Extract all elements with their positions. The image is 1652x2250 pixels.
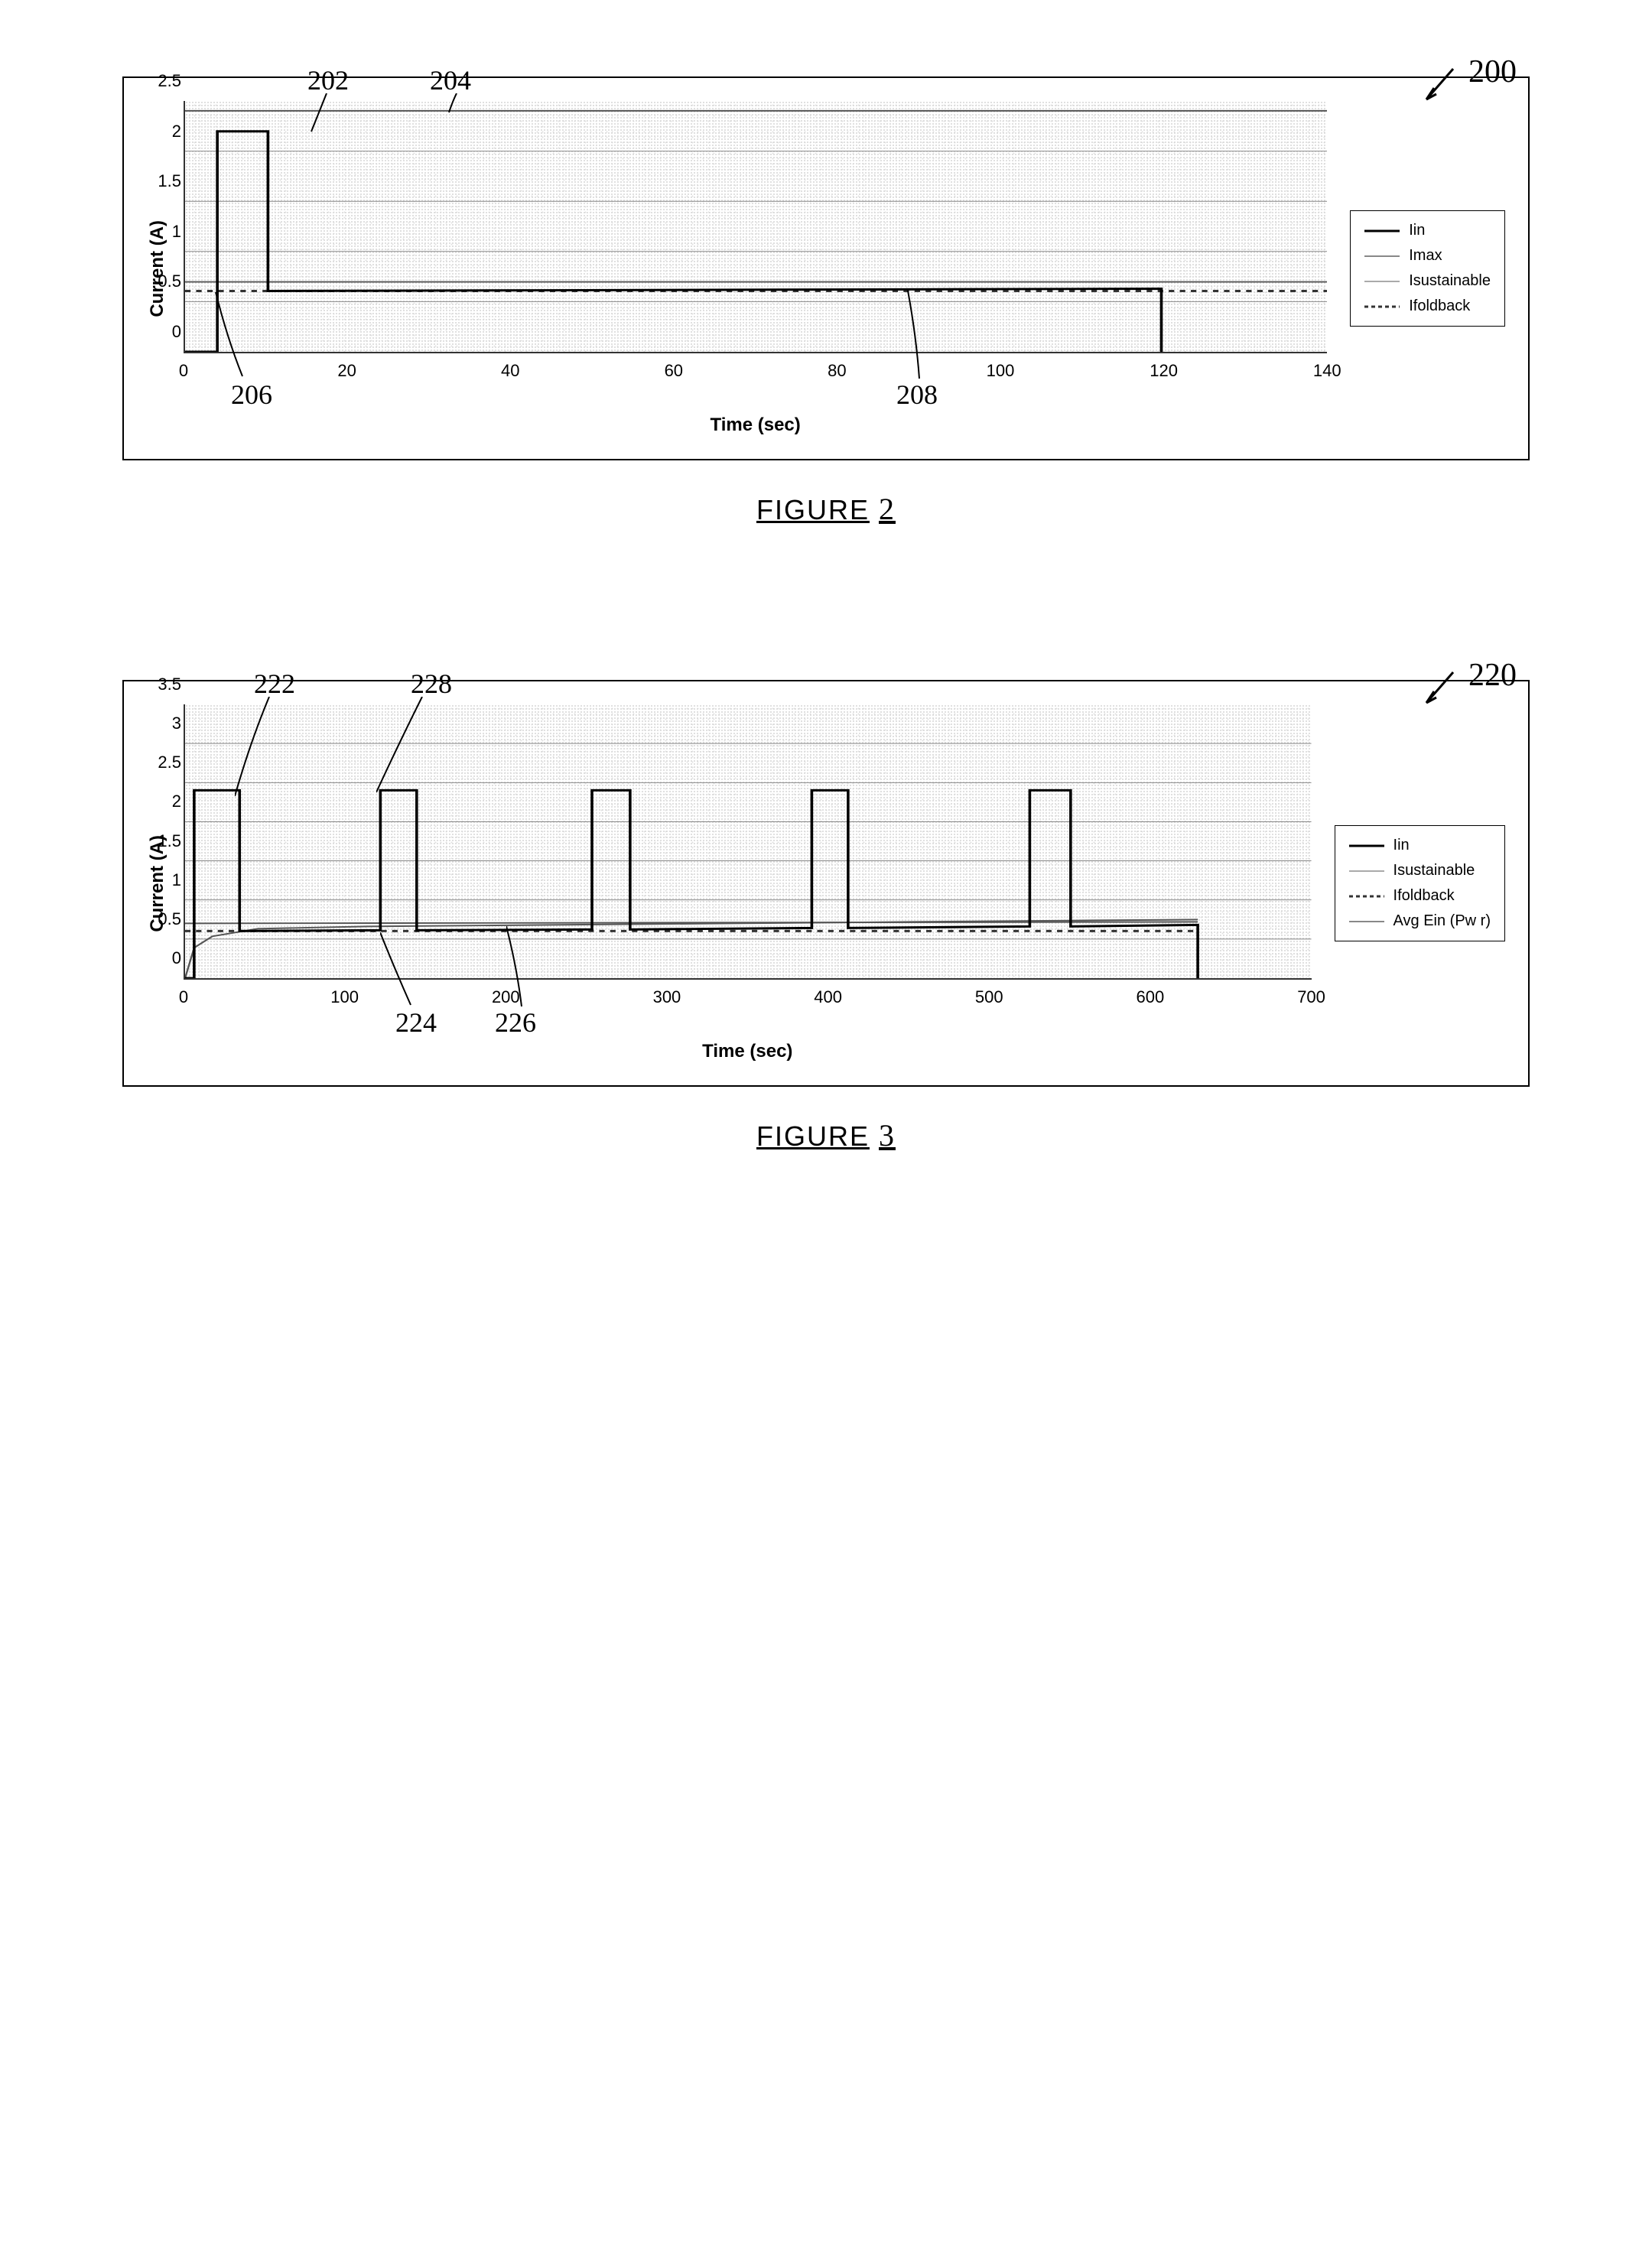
plot-area-fig2: 00.511.522.5 xyxy=(184,101,1327,353)
legend-label: Isustainable xyxy=(1393,862,1475,880)
callout-226: 226 xyxy=(495,1006,536,1039)
legend-label: Iin xyxy=(1393,837,1410,854)
legend-label: Iin xyxy=(1409,222,1425,239)
legend-label: Imax xyxy=(1409,247,1442,265)
legend-label: Avg Ein (Pw r) xyxy=(1393,912,1491,930)
legend-fig3: Iin Isustainable Ifoldback Avg Ein (Pw r… xyxy=(1335,825,1505,941)
callout-206: 206 xyxy=(231,379,272,411)
figure-2: 200 Current (A) 00.511.522.5 xyxy=(31,76,1621,527)
chart-box-fig3: Current (A) 00.511.522.533.5 xyxy=(122,680,1530,1087)
x-axis-label: Time (sec) xyxy=(184,1041,1312,1062)
legend-fig2: Iin Imax Isustainable Ifoldback xyxy=(1350,210,1505,327)
ref-220: 220 xyxy=(1423,657,1545,718)
x-axis-label: Time (sec) xyxy=(184,415,1327,436)
figure-3: 220 Current (A) 00.511.522.533.5 xyxy=(31,680,1621,1153)
callout-204: 204 xyxy=(430,64,471,96)
figure-caption: FIGURE2 xyxy=(31,491,1621,527)
ref-200: 200 xyxy=(1423,54,1545,115)
legend-label: Isustainable xyxy=(1409,272,1491,290)
chart-box-fig2: Current (A) 00.511.522.5 xyxy=(122,76,1530,460)
legend-label: Ifoldback xyxy=(1393,887,1455,905)
figure-caption: FIGURE3 xyxy=(31,1117,1621,1153)
plot-area-fig3: 00.511.522.533.5 xyxy=(184,704,1312,980)
callout-208: 208 xyxy=(896,379,938,411)
legend-label: Ifoldback xyxy=(1409,298,1470,315)
callout-228: 228 xyxy=(411,668,452,700)
callout-224: 224 xyxy=(395,1006,437,1039)
callout-202: 202 xyxy=(307,64,349,96)
callout-222: 222 xyxy=(254,668,295,700)
